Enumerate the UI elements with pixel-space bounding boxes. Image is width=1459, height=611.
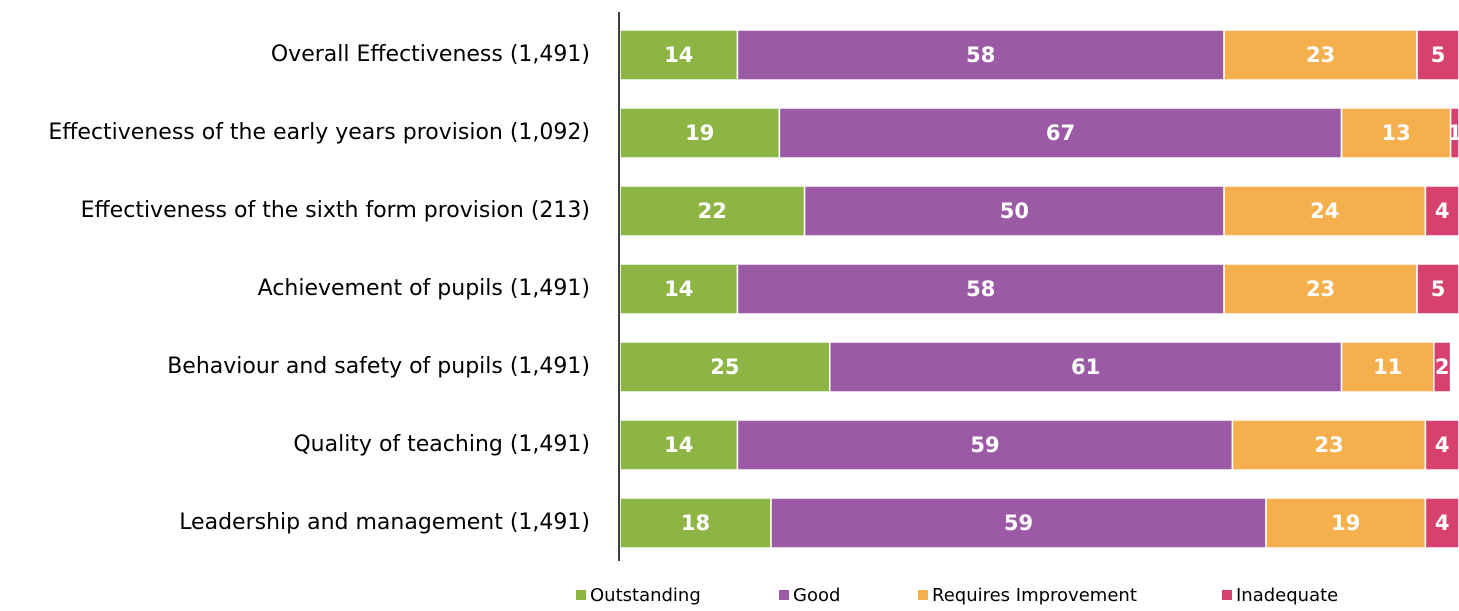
bars: 14 58 23 5 19 67 13 1 22 50 24 4 14 58 23 5 25 61 11 2 14 59 2… xyxy=(619,29,1459,549)
bar-segment-inadequate xyxy=(1416,29,1459,81)
bar-segment-good xyxy=(736,29,1225,81)
category-label: Overall Effectiveness (1,491) xyxy=(271,42,590,67)
legend-swatch xyxy=(1222,590,1232,600)
legend-label: Outstanding xyxy=(590,585,701,606)
bar-segment-inadequate xyxy=(1424,185,1459,237)
bar-segment-outstanding xyxy=(619,107,781,159)
data-label: 4 xyxy=(1435,511,1450,535)
data-label: 11 xyxy=(1373,355,1402,379)
bar-segment-good xyxy=(770,497,1267,549)
bar-segment-outstanding xyxy=(619,263,739,315)
data-label: 19 xyxy=(1331,511,1360,535)
category-labels: Overall Effectiveness (1,491) Effectivene… xyxy=(48,42,590,535)
data-label: 13 xyxy=(1381,121,1410,145)
data-label: 58 xyxy=(966,43,995,67)
data-label: 14 xyxy=(664,433,693,457)
category-label: Quality of teaching (1,491) xyxy=(293,432,590,457)
bar-segment-good xyxy=(829,341,1343,393)
bar-segment-requires-improvement xyxy=(1223,185,1427,237)
legend-label: Requires Improvement xyxy=(932,585,1137,606)
data-label: 61 xyxy=(1071,355,1100,379)
data-label: 59 xyxy=(970,433,999,457)
legend-label: Inadequate xyxy=(1236,585,1338,606)
legend-label: Good xyxy=(793,585,840,606)
category-label: Effectiveness of the sixth form provisio… xyxy=(81,198,590,223)
category-label: Behaviour and safety of pupils (1,491) xyxy=(167,354,590,379)
category-label: Achievement of pupils (1,491) xyxy=(258,276,590,301)
bar-segment-requires-improvement xyxy=(1231,419,1427,471)
data-label: 59 xyxy=(1004,511,1033,535)
bar-segment-requires-improvement xyxy=(1340,341,1435,393)
legend-swatch xyxy=(576,590,586,600)
bar-segment-good xyxy=(778,107,1343,159)
data-label: 1 xyxy=(1447,121,1459,145)
data-label: 18 xyxy=(681,511,710,535)
category-label: Effectiveness of the early years provisi… xyxy=(48,120,590,145)
bar-segment-inadequate xyxy=(1424,419,1459,471)
bar-segment-requires-improvement xyxy=(1223,263,1418,315)
bar-segment-requires-improvement xyxy=(1265,497,1427,549)
data-label: 4 xyxy=(1435,433,1450,457)
data-label: 4 xyxy=(1435,199,1450,223)
data-label: 25 xyxy=(710,355,739,379)
data-label: 58 xyxy=(966,277,995,301)
bar-segment-inadequate xyxy=(1416,263,1459,315)
legend: Outstanding Good Requires Improvement Inade… xyxy=(576,585,1338,606)
data-label: 23 xyxy=(1306,277,1335,301)
bar-segment-inadequate xyxy=(1433,341,1452,393)
data-label: 5 xyxy=(1431,43,1446,67)
bar-segment-requires-improvement xyxy=(1340,107,1452,159)
legend-swatch xyxy=(918,590,928,600)
bar-segment-outstanding xyxy=(619,29,739,81)
bar-segment-outstanding xyxy=(619,341,831,393)
bar-segment-outstanding xyxy=(619,419,739,471)
bar-segment-good xyxy=(803,185,1225,237)
data-label: 23 xyxy=(1314,433,1343,457)
data-label: 14 xyxy=(664,43,693,67)
data-label: 19 xyxy=(685,121,714,145)
data-label: 2 xyxy=(1435,355,1450,379)
data-label: 67 xyxy=(1046,121,1075,145)
bar-segment-good xyxy=(736,263,1225,315)
data-label: 50 xyxy=(1000,199,1029,223)
data-label: 5 xyxy=(1431,277,1446,301)
legend-swatch xyxy=(779,590,789,600)
bar-segment-outstanding xyxy=(619,185,806,237)
data-label: 22 xyxy=(698,199,727,223)
bar-segment-good xyxy=(736,419,1234,471)
data-label: 24 xyxy=(1310,199,1339,223)
data-label: 23 xyxy=(1306,43,1335,67)
category-label: Leadership and management (1,491) xyxy=(179,510,590,535)
data-label: 14 xyxy=(664,277,693,301)
bar-segment-requires-improvement xyxy=(1223,29,1418,81)
